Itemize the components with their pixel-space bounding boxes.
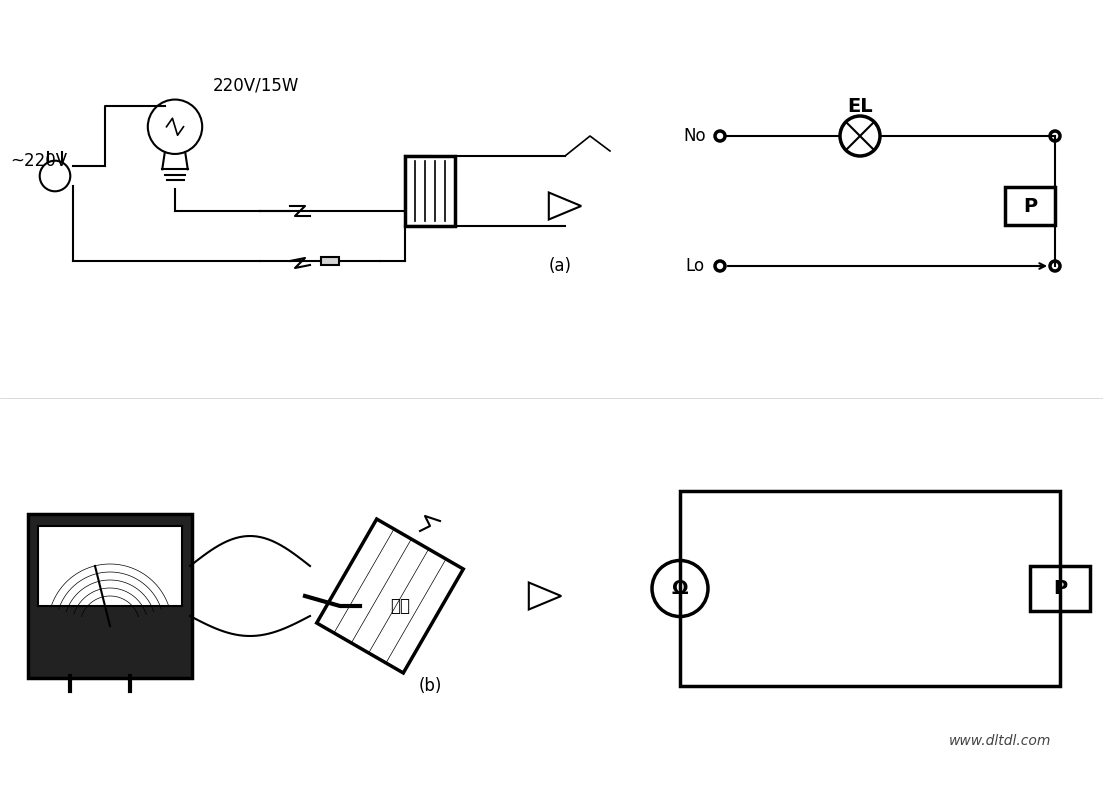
Text: P: P [1022,197,1037,216]
Text: ~220V: ~220V [10,152,67,170]
Bar [1030,566,1090,611]
Bar [1005,187,1054,225]
Circle shape [1050,131,1060,141]
FancyBboxPatch shape [28,514,192,678]
Text: P: P [1053,579,1067,598]
Text: (a): (a) [548,257,571,275]
Text: EL: EL [847,96,872,115]
Circle shape [715,261,725,271]
Text: (b): (b) [418,677,441,695]
Text: 白纸: 白纸 [390,597,410,615]
Text: No: No [684,127,706,145]
FancyBboxPatch shape [38,526,182,606]
Bar [321,257,339,264]
Bar [681,491,1060,686]
Circle shape [1050,261,1060,271]
Text: www.dltdl.com: www.dltdl.com [949,734,1051,748]
Polygon shape [317,519,463,673]
Text: Lo: Lo [685,257,705,275]
Circle shape [715,131,725,141]
Text: 220V/15W: 220V/15W [213,77,299,95]
Text: Ω: Ω [672,579,688,598]
